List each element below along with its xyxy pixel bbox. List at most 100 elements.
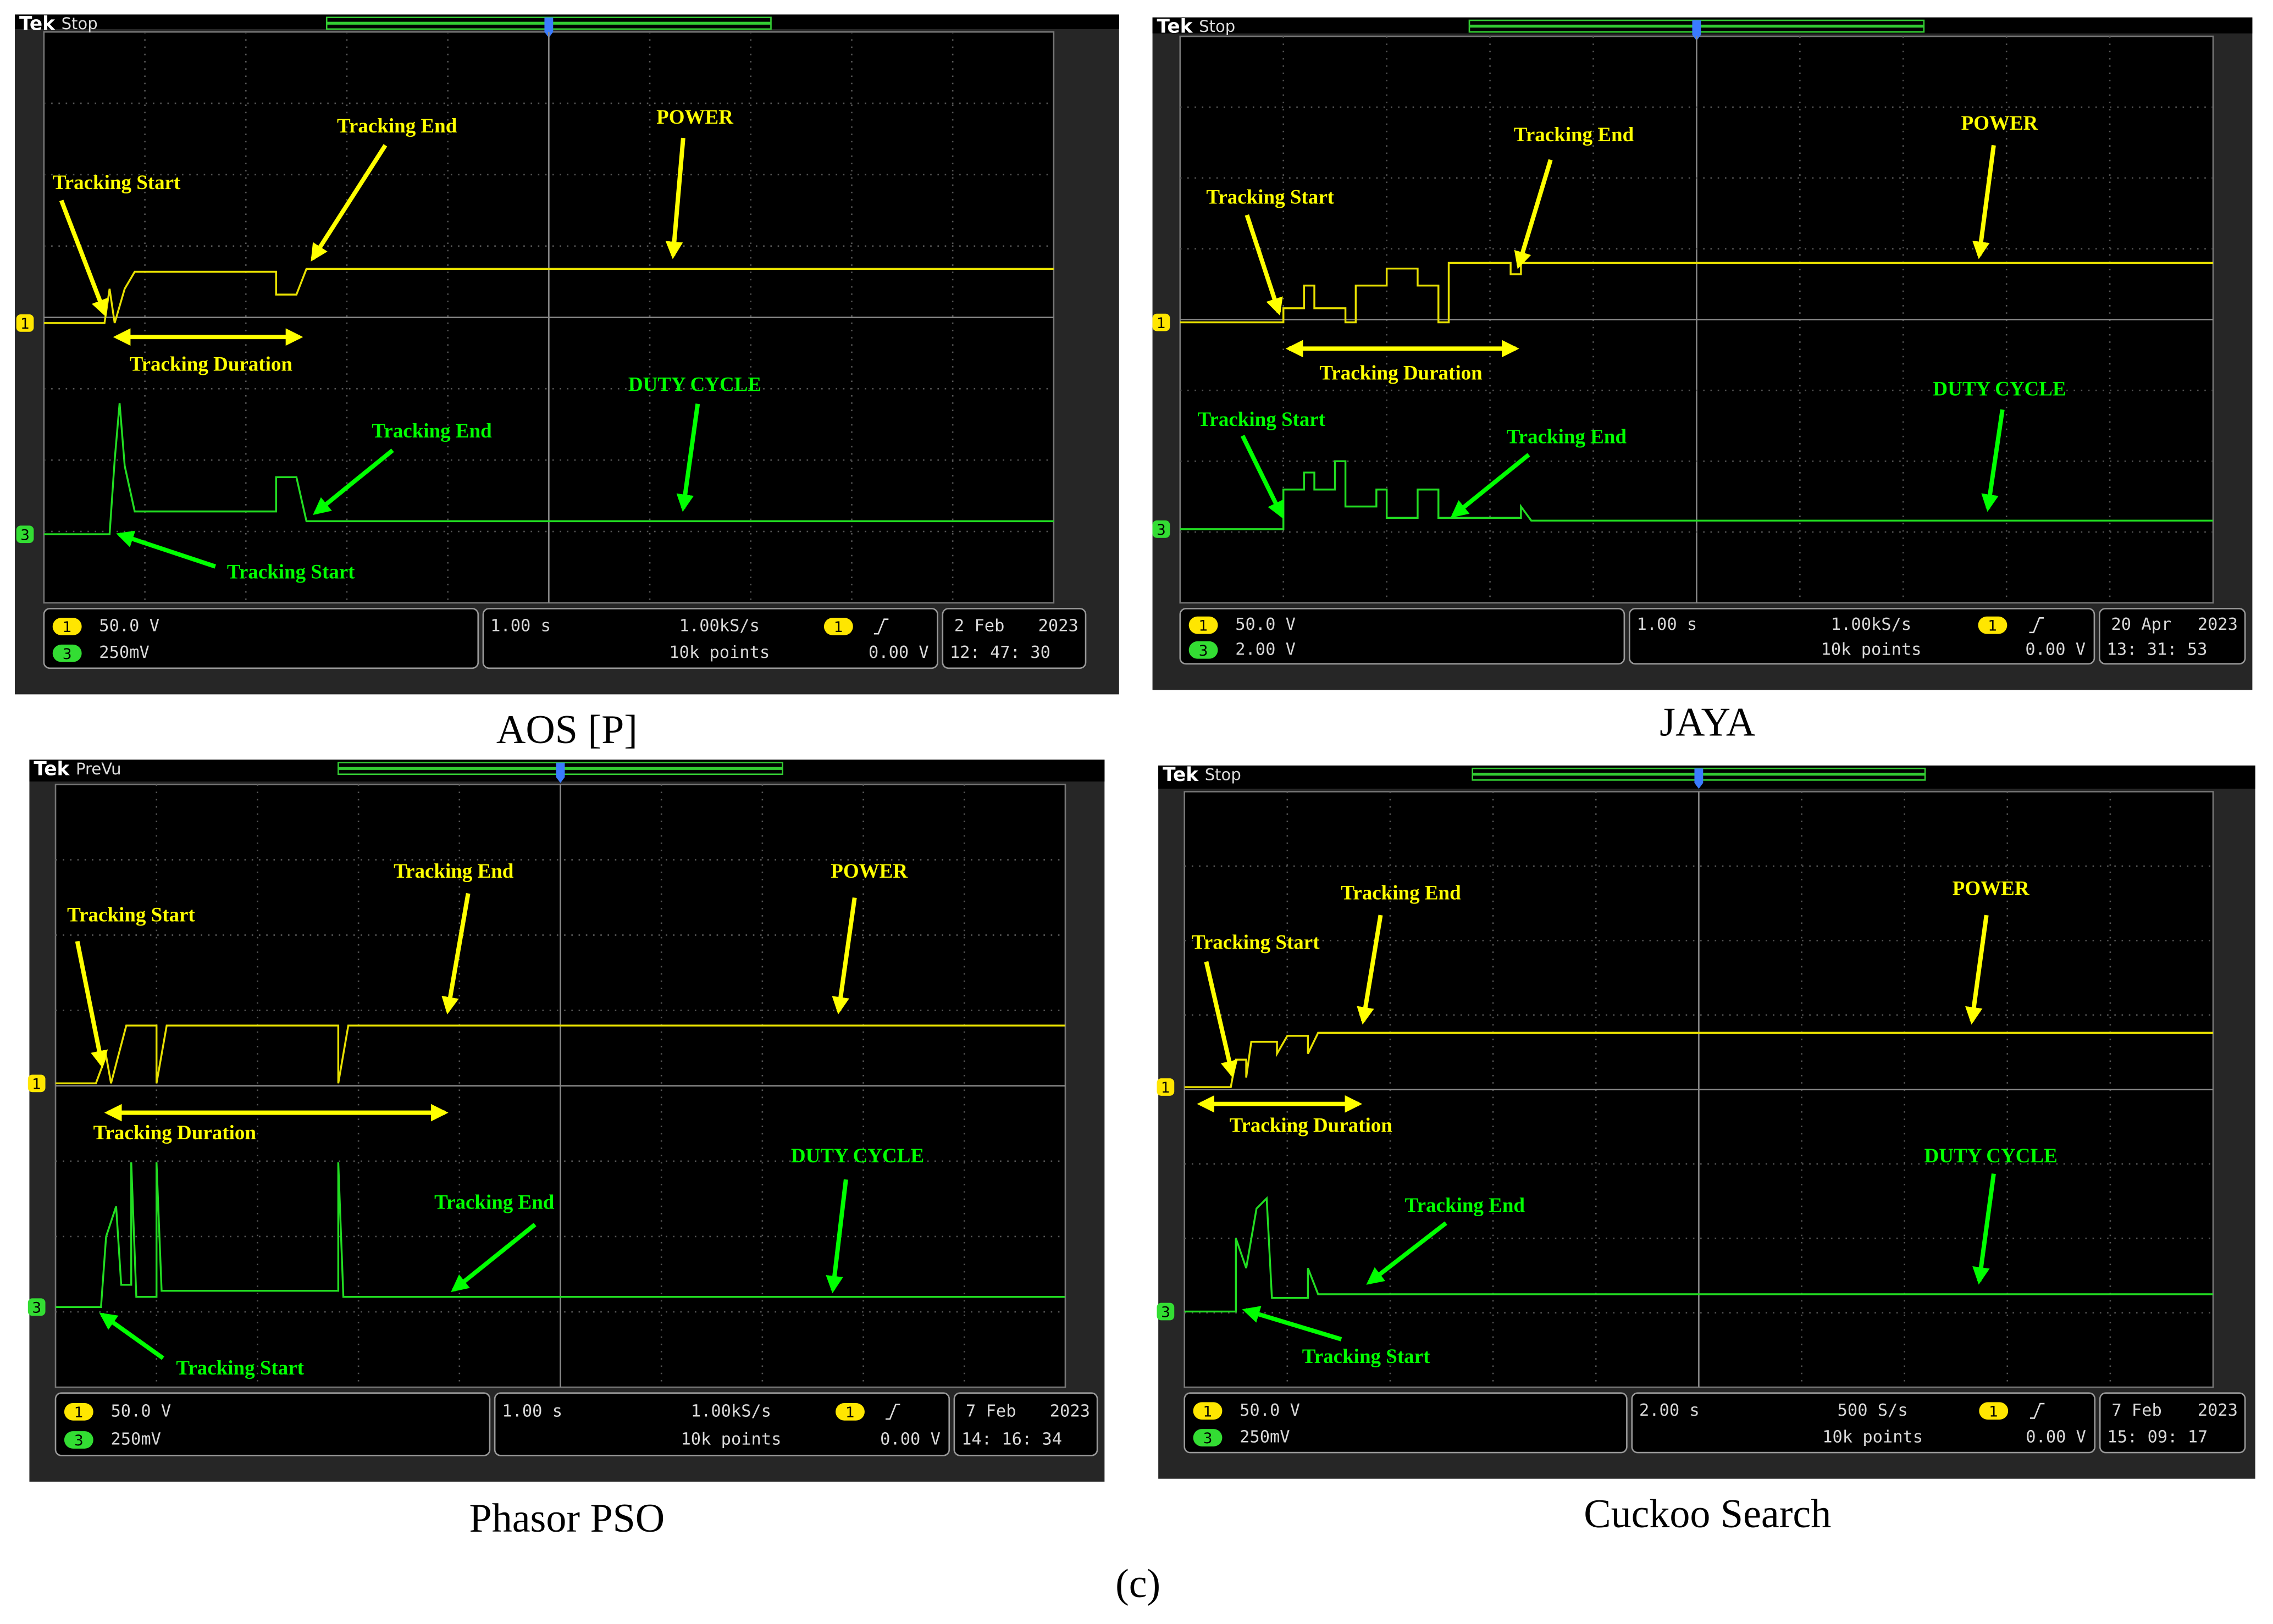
- channel-badge: [64, 1431, 93, 1449]
- channel-marker-label: 3: [1161, 1304, 1170, 1321]
- annotation: Tracking Start: [1192, 932, 1320, 954]
- annotation: Tracking End: [1341, 882, 1461, 905]
- annotation-arrow: [1242, 1306, 1342, 1342]
- timebase: 1.00 s: [1636, 615, 1697, 634]
- annotation-arrow: [826, 1179, 848, 1294]
- duty-trace: [43, 403, 1054, 535]
- annotation: Tracking Start: [53, 171, 181, 194]
- annotation: Tracking End: [394, 860, 514, 883]
- channel-marker-label: 1: [1161, 1079, 1170, 1096]
- channel-marker: [16, 314, 34, 332]
- annotation-arrow: [1366, 1221, 1447, 1285]
- annotation-arrow: [1240, 435, 1284, 519]
- annotation: Tracking End: [337, 115, 457, 137]
- sample-rate: 1.00kS/s: [1831, 615, 1911, 634]
- figure-label: (c): [1115, 1561, 1160, 1606]
- time: 13: 31: 53: [2107, 640, 2208, 659]
- panel-caption: Cuckoo Search: [1584, 1492, 1831, 1537]
- year: 2023: [1050, 1401, 1090, 1421]
- trigger-slope: [886, 1404, 900, 1420]
- trigger-level: 0.00 V: [2025, 640, 2086, 659]
- trigger-source: 1: [1989, 1403, 1998, 1420]
- channel-marker: [27, 1298, 46, 1316]
- channel-badge: [52, 618, 82, 635]
- annotation-arrow: [676, 403, 700, 512]
- annotation-arrow: [116, 530, 217, 569]
- annotation-arrow: [59, 199, 108, 317]
- oscilloscope-panel: Tek Stop 1 3 Tracking End POWER Tracking Start…: [15, 13, 1119, 695]
- channel-badge: [64, 1403, 93, 1421]
- annotation-arrow: [1972, 1173, 1996, 1285]
- channel-badge: [52, 644, 82, 662]
- year: 2023: [2198, 1401, 2238, 1420]
- duty-trace: [1184, 1196, 2214, 1313]
- annotation: Tracking Duration: [93, 1122, 257, 1144]
- channel-scale: 50.0 V: [110, 1401, 171, 1421]
- readout-box: [494, 1392, 950, 1456]
- annotation: Tracking End: [1507, 426, 1627, 448]
- brand: Tek: [19, 13, 56, 35]
- trigger-slope: [2029, 1403, 2045, 1419]
- annotation-arrow: [1981, 409, 2005, 512]
- annotation-arrow: [99, 1312, 164, 1360]
- record-length: 10k points: [1821, 640, 1922, 659]
- readout-box: [1631, 1392, 2096, 1454]
- record-length: 10k points: [681, 1429, 782, 1449]
- channel-badge-label: 1: [63, 619, 72, 636]
- channel-badge-label: 3: [74, 1432, 84, 1449]
- channel-scale: 50.0 V: [1235, 615, 1296, 634]
- record-length: 10k points: [669, 643, 770, 662]
- timebase: 1.00 s: [490, 616, 551, 635]
- trigger-position: [544, 17, 554, 38]
- acquisition-status: PreVu: [76, 760, 121, 778]
- channel-marker-label: 1: [20, 315, 30, 332]
- channel-scale: 50.0 V: [1240, 1401, 1300, 1420]
- channel-badge: [1193, 1402, 1223, 1420]
- year: 2023: [2198, 615, 2238, 634]
- annotation-arrow: [832, 897, 857, 1015]
- annotation: POWER: [1961, 112, 2039, 135]
- annotation: Tracking Duration: [1319, 362, 1483, 384]
- trigger-badge: [1978, 616, 2007, 634]
- annotation: POWER: [656, 106, 734, 129]
- trigger-slope: [873, 618, 889, 635]
- trigger-level: 0.00 V: [2026, 1428, 2086, 1447]
- annotation-arrow: [1450, 453, 1530, 518]
- date: 7 Feb: [2111, 1401, 2161, 1420]
- channel-badge: [1188, 641, 1218, 659]
- channel-badge-label: 3: [1199, 642, 1208, 659]
- trigger-badge: [1979, 1402, 2009, 1420]
- readout-box: [1179, 608, 1625, 665]
- channel-marker: [1157, 1302, 1175, 1321]
- annotation-arrow: [441, 893, 471, 1015]
- channel-marker-label: 3: [1157, 522, 1166, 539]
- channel-marker: [27, 1074, 46, 1093]
- acquisition-status: Stop: [1199, 17, 1235, 36]
- annotation: Tracking Duration: [130, 353, 293, 376]
- trigger-level: 0.00 V: [869, 643, 929, 662]
- timebase: 2.00 s: [1639, 1401, 1700, 1420]
- annotation: POWER: [1953, 878, 2030, 900]
- channel-badge-label: 1: [74, 1404, 84, 1421]
- channel-marker: [1157, 1078, 1175, 1096]
- annotation: POWER: [831, 860, 908, 883]
- annotation: Tracking Start: [1198, 408, 1326, 431]
- channel-scale: 250mV: [99, 643, 149, 662]
- channel-marker: [16, 525, 34, 544]
- power-trace: [1180, 262, 2214, 324]
- annotation: Tracking Start: [1302, 1345, 1430, 1368]
- time: 15: 09: 17: [2107, 1428, 2208, 1447]
- oscilloscope-panel: Tek Stop 1 3 Tracking End POWER Tracking Start…: [1152, 16, 2253, 690]
- duty-trace: [56, 1162, 1065, 1308]
- readout-box: [953, 1392, 1098, 1456]
- annotation-arrow: [1514, 159, 1553, 269]
- channel-badge-label: 1: [1199, 618, 1208, 635]
- channel-marker-label: 1: [32, 1076, 41, 1093]
- annotation-arrow: [1357, 914, 1383, 1025]
- channel-badge: [1188, 616, 1218, 634]
- channel-badge: [1193, 1429, 1223, 1446]
- channel-scale: 50.0 V: [99, 616, 159, 635]
- annotation: Tracking Start: [1206, 186, 1334, 209]
